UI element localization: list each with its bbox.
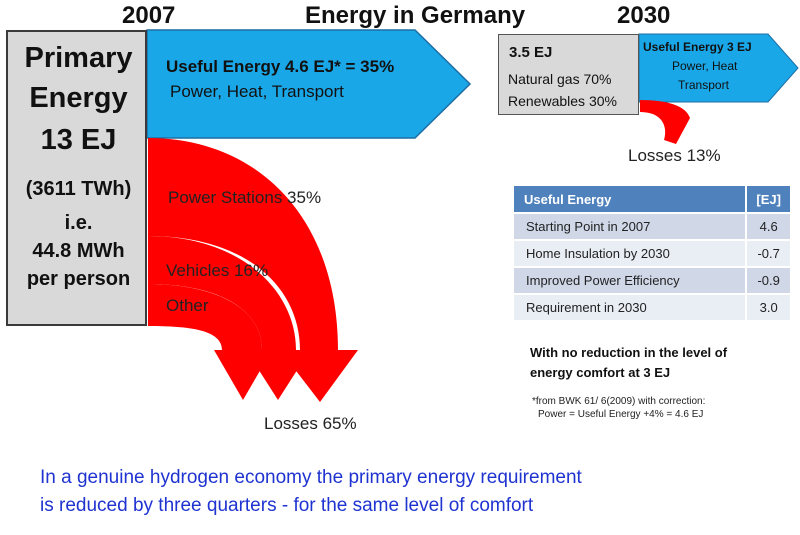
- primary-twh: (3611 TWh): [25, 178, 132, 200]
- power-stations-label: Power Stations 35%: [168, 188, 322, 207]
- table-row: Improved Power Efficiency -0.9: [514, 266, 790, 294]
- natural-gas-share: Natural gas 70%: [508, 71, 612, 87]
- useful-energy-2030-line3: Transport: [678, 78, 729, 92]
- year-2007-label: 2007: [122, 2, 176, 29]
- vehicles-label: Vehicles 16%: [166, 261, 269, 280]
- table-cell-value: 4.6: [746, 212, 790, 240]
- table-row: Requirement in 2030 3.0: [514, 293, 790, 320]
- other-label: Other: [166, 296, 209, 315]
- table-header-row: Useful Energy [EJ]: [514, 186, 790, 213]
- useful-energy-arrow-2030: [638, 33, 799, 103]
- table-cell-value: -0.7: [746, 239, 790, 267]
- table-row: Home Insulation by 2030 -0.7: [514, 239, 790, 267]
- page-title: Energy in Germany: [305, 2, 526, 29]
- useful-energy-table: Useful Energy [EJ] Starting Point in 200…: [514, 186, 790, 320]
- renewables-share: Renewables 30%: [508, 93, 617, 109]
- table-cell-label: Improved Power Efficiency: [514, 266, 748, 294]
- primary-energy-box: Primary Energy 13 EJ (3611 TWh) i.e. 44.…: [6, 30, 147, 326]
- useful-energy-2030-line2: Power, Heat: [672, 59, 738, 73]
- primary-energy-2030-box: 3.5 EJ Natural gas 70% Renewables 30%: [498, 34, 639, 115]
- table-cell-value: 3.0: [746, 293, 790, 320]
- table-cell-value: -0.9: [746, 266, 790, 294]
- losses-2030-label: Losses 13%: [628, 146, 721, 165]
- primary-amount: 13 EJ: [40, 124, 117, 156]
- table-cell-label: Home Insulation by 2030: [514, 239, 748, 267]
- useful-energy-arrow-2007: [146, 29, 472, 139]
- primary-per-person-label: per person: [26, 268, 131, 290]
- footnote-source: *from BWK 61/ 6(2009) with correction:: [532, 396, 706, 407]
- comfort-note: With no reduction in the level of energy…: [530, 345, 728, 380]
- table-cell-label: Starting Point in 2007: [514, 212, 748, 240]
- losses-band-other: [148, 284, 272, 400]
- primary-2030-amount: 3.5 EJ: [509, 44, 553, 61]
- losses-band-power-stations: [148, 138, 358, 402]
- useful-energy-2030-title: Useful Energy 3 EJ: [643, 40, 752, 54]
- losses-band-vehicles: [148, 236, 310, 400]
- table-row: Starting Point in 2007 4.6: [514, 212, 790, 240]
- table-header-label: Useful Energy: [514, 186, 748, 213]
- losses-2007-total: Losses 65%: [264, 414, 357, 433]
- useful-energy-2007-subtitle: Power, Heat, Transport: [170, 82, 344, 101]
- useful-energy-2007-title: Useful Energy 4.6 EJ* = 35%: [166, 57, 395, 76]
- conclusion-line1: In a genuine hydrogen economy the primar…: [40, 467, 582, 488]
- primary-line1: Primary: [24, 42, 133, 74]
- primary-per-person-value: 44.8 MWh: [32, 240, 125, 262]
- primary-line2: Energy: [29, 82, 128, 114]
- table-header-unit: [EJ]: [746, 186, 790, 213]
- conclusion-line2: is reduced by three quarters - for the s…: [40, 495, 534, 516]
- year-2030-label: 2030: [617, 2, 671, 29]
- losses-band-2030: [640, 100, 690, 144]
- table-cell-label: Requirement in 2030: [514, 293, 748, 320]
- footnote-correction: Power = Useful Energy +4% = 4.6 EJ: [538, 409, 704, 420]
- primary-ie: i.e.: [64, 212, 93, 234]
